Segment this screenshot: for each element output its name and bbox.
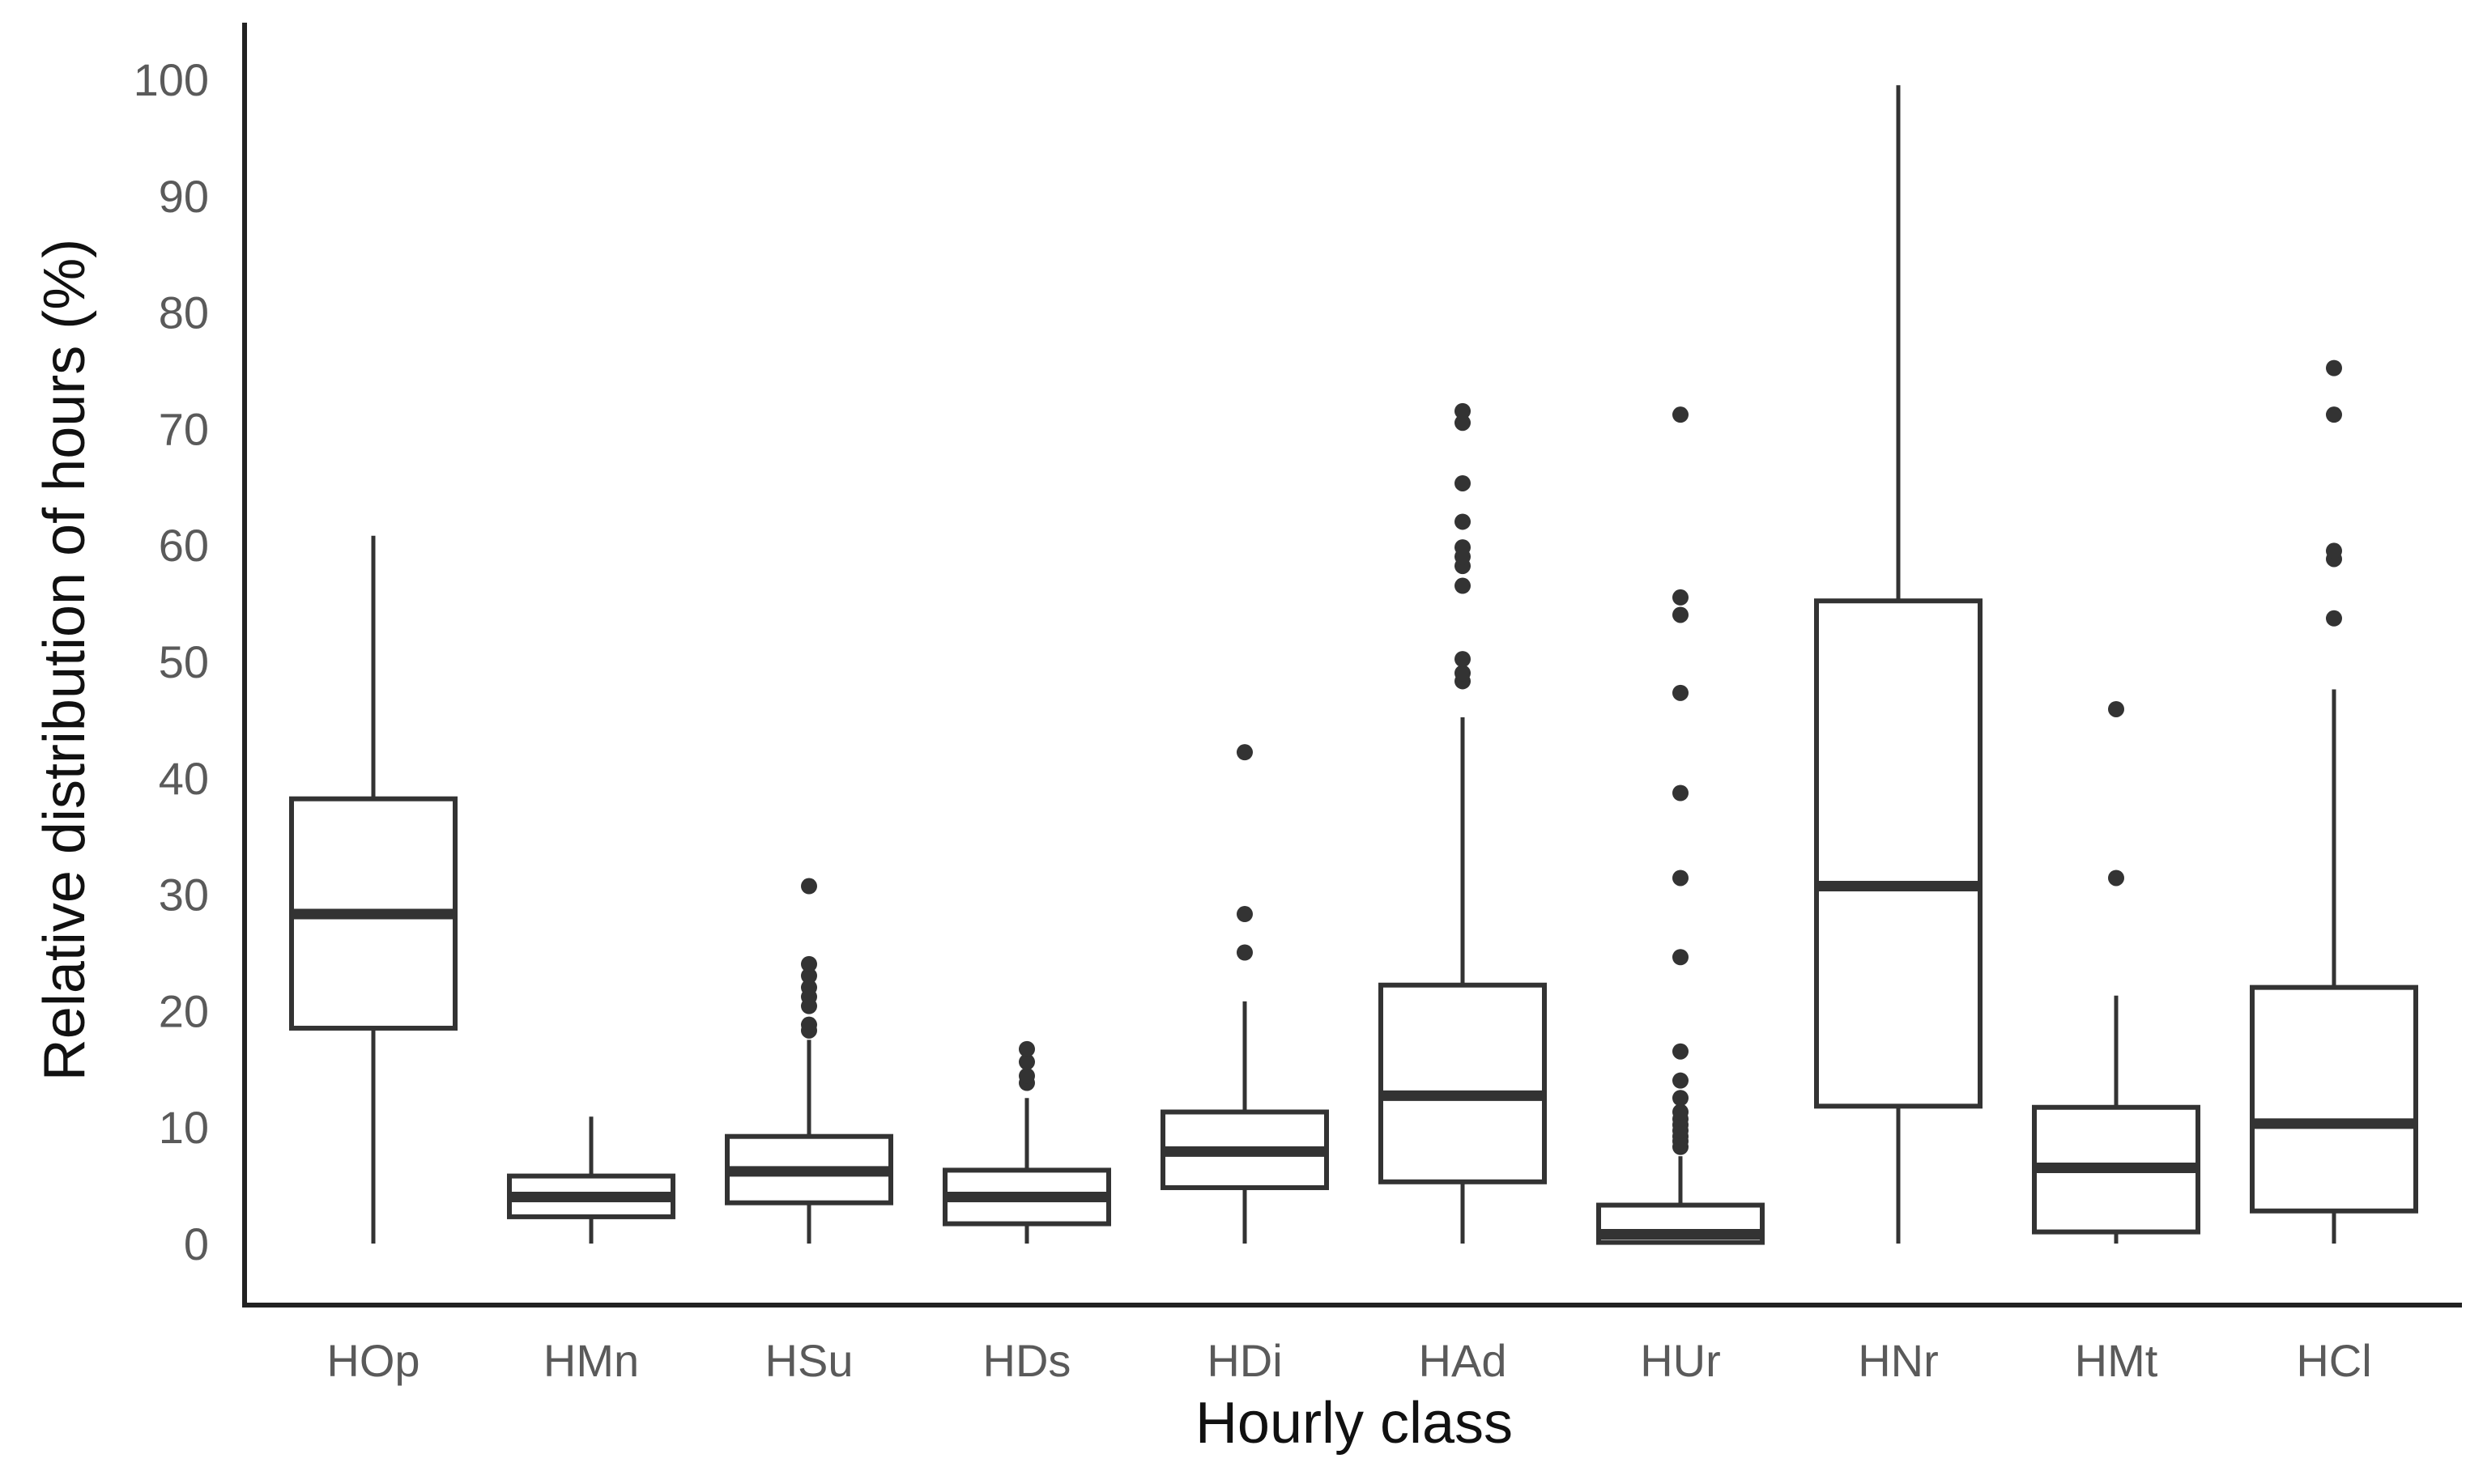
- outlier-point: [2108, 700, 2124, 717]
- outlier-point: [1672, 1043, 1689, 1060]
- y-tick-label: 20: [159, 985, 209, 1036]
- x-tick-label: HOp: [326, 1335, 420, 1386]
- y-tick-label: 30: [159, 870, 209, 921]
- outlier-point: [1672, 1103, 1689, 1120]
- x-axis-title: Hourly class: [1195, 1391, 1513, 1456]
- box-hnr: [1814, 85, 1983, 1244]
- x-tick-label: HMt: [2075, 1335, 2158, 1386]
- y-tick-label: 100: [134, 54, 209, 105]
- x-tick-label: HDi: [1207, 1335, 1282, 1386]
- outlier-point: [1672, 1090, 1689, 1107]
- outlier-point: [1237, 944, 1253, 961]
- outlier-point: [1454, 402, 1471, 419]
- outlier-point: [2326, 610, 2342, 627]
- outlier-point: [1454, 651, 1471, 668]
- outlier-point: [1672, 870, 1689, 887]
- x-tick-label: HUr: [1640, 1335, 1721, 1386]
- outlier-point: [1019, 1053, 1035, 1070]
- outlier-point: [2326, 406, 2342, 423]
- outlier-point: [1454, 577, 1471, 594]
- outlier-point: [1672, 684, 1689, 701]
- outlier-point: [2326, 359, 2342, 376]
- box-hds: [943, 1040, 1111, 1244]
- outlier-point: [1454, 513, 1471, 530]
- outlier-point: [1454, 665, 1471, 682]
- outlier-point: [2326, 542, 2342, 559]
- outlier-point: [1237, 906, 1253, 923]
- box-hop: [289, 535, 458, 1244]
- y-tick-labels: 0 10 20 30 40 50 60 70 80 90 100: [134, 54, 209, 1269]
- outlier-point: [1672, 949, 1689, 966]
- outlier-point: [801, 878, 817, 895]
- box-hdi: [1161, 744, 1329, 1244]
- y-tick-label: 40: [159, 753, 209, 804]
- x-tick-labels: HOp HMn HSu HDs HDi HAd HUr HNr HMt HCl: [326, 1335, 2371, 1386]
- outlier-point: [1237, 744, 1253, 761]
- outlier-point: [1454, 539, 1471, 556]
- outlier-point: [801, 1016, 817, 1033]
- outlier-point: [1672, 606, 1689, 623]
- outlier-point: [801, 979, 817, 996]
- x-tick-label: HAd: [1419, 1335, 1507, 1386]
- outlier-point: [801, 967, 817, 984]
- iqr-box: [1814, 598, 1983, 1109]
- outlier-point: [1454, 474, 1471, 491]
- y-tick-label: 80: [159, 287, 209, 338]
- outlier-point: [1672, 1072, 1689, 1089]
- y-tick-label: 70: [159, 403, 209, 454]
- y-tick-label: 0: [184, 1218, 209, 1269]
- x-tick-label: HDs: [983, 1335, 1071, 1386]
- box-hur: [1596, 406, 1765, 1245]
- outlier-point: [1454, 415, 1471, 432]
- outlier-point: [801, 955, 817, 972]
- y-axis-title: Relative distribution of hours (%): [32, 239, 97, 1081]
- box-hsu: [725, 878, 893, 1244]
- outlier-point: [1672, 406, 1689, 423]
- plot-area: [289, 85, 2418, 1245]
- outlier-point: [1672, 785, 1689, 802]
- box-hcl: [2250, 359, 2418, 1244]
- outlier-point: [1019, 1067, 1035, 1084]
- x-tick-label: HNr: [1858, 1335, 1939, 1386]
- y-tick-label: 60: [159, 520, 209, 571]
- x-tick-label: HMn: [543, 1335, 639, 1386]
- box-hmn: [507, 1116, 675, 1244]
- box-hmt: [2032, 700, 2200, 1244]
- outlier-point: [1672, 589, 1689, 606]
- outlier-point: [1019, 1040, 1035, 1057]
- iqr-box: [2250, 984, 2418, 1214]
- x-tick-label: HSu: [765, 1335, 854, 1386]
- outlier-point: [2108, 870, 2124, 887]
- y-tick-label: 90: [159, 171, 209, 222]
- box-had: [1378, 402, 1547, 1244]
- x-tick-label: HCl: [2296, 1335, 2371, 1386]
- y-tick-label: 50: [159, 636, 209, 687]
- y-tick-label: 10: [159, 1102, 209, 1153]
- iqr-box: [1378, 982, 1547, 1184]
